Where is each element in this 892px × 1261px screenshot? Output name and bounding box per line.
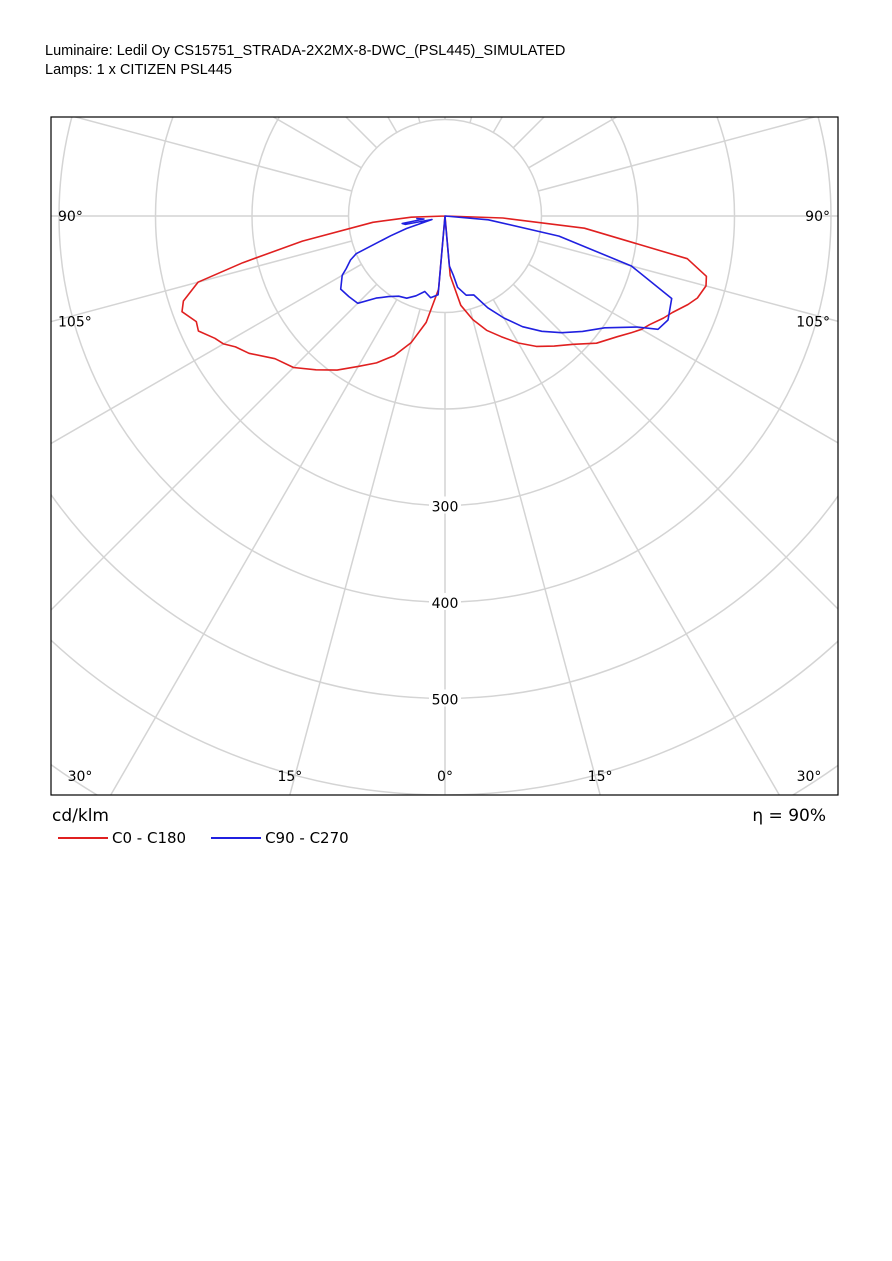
grid-spoke bbox=[512, 117, 546, 149]
grid-spoke bbox=[271, 117, 362, 169]
lamps-subtitle: Lamps: 1 x CITIZEN PSL445 bbox=[45, 62, 232, 78]
axis-labels: 105° 105° 90° 90° 30° 15° 0° 15° 30° 300 400 500 bbox=[58, 209, 830, 785]
legend-label-c90: C90 - C270 bbox=[265, 829, 349, 847]
grid-spoke bbox=[469, 117, 473, 123]
legend-label-c0: C0 - C180 bbox=[112, 829, 187, 847]
angle-label-bottom-0: 0° bbox=[437, 769, 453, 785]
legend-swatch-c90 bbox=[211, 837, 262, 839]
grid-spoke bbox=[469, 309, 601, 795]
grid-spoke bbox=[492, 117, 504, 133]
series-line-0 bbox=[181, 215, 708, 371]
grid-spoke bbox=[528, 263, 838, 444]
grid-spoke bbox=[109, 299, 398, 795]
angle-label-left: 90° bbox=[58, 209, 83, 225]
grid-spoke bbox=[51, 240, 352, 323]
legend-swatch-c0 bbox=[58, 837, 108, 839]
angle-label-bottom-15-left: 15° bbox=[277, 769, 302, 785]
intensity-curves bbox=[181, 215, 708, 371]
radial-label-bg bbox=[429, 496, 461, 514]
angle-label-bottom-15-right: 15° bbox=[588, 769, 613, 785]
angle-label-right: 90° bbox=[805, 209, 830, 225]
radial-label-bg bbox=[429, 689, 461, 707]
grid-spoke bbox=[538, 240, 838, 323]
plot-frame bbox=[50, 116, 839, 796]
grid-spoke bbox=[51, 263, 362, 445]
angle-label-bottom-30-left: 30° bbox=[68, 769, 93, 785]
angle-label-bottom-30-right: 30° bbox=[797, 769, 822, 785]
grid-spoke bbox=[51, 283, 378, 612]
legend: C0 - C180 C90 - C270 bbox=[58, 829, 374, 847]
luminaire-title: Luminaire: Ledil Oy CS15751_STRADA-2X2MX… bbox=[45, 43, 566, 59]
angle-label-left: 105° bbox=[58, 315, 92, 331]
grid-spoke bbox=[387, 117, 398, 133]
radial-tick-label-300: 300 bbox=[432, 500, 459, 516]
chart-header: Luminaire: Ledil Oy CS15751_STRADA-2X2MX… bbox=[45, 42, 565, 80]
radial-tick-label-400: 400 bbox=[432, 596, 459, 612]
series-line-1 bbox=[339, 215, 673, 334]
radial-tick-label-500: 500 bbox=[432, 693, 459, 709]
legend-item-c0: C0 - C180 bbox=[58, 829, 186, 847]
unit-label: cd/klm bbox=[52, 806, 109, 826]
grid-spoke bbox=[344, 117, 378, 149]
legend-item-c90: C90 - C270 bbox=[211, 829, 349, 847]
grid-spoke bbox=[417, 117, 421, 123]
grid-spoke bbox=[538, 117, 818, 192]
grid-spoke bbox=[512, 283, 838, 611]
grid-spoke bbox=[289, 309, 421, 795]
efficiency-label: η = 90% bbox=[752, 806, 826, 826]
radial-label-bg bbox=[429, 593, 461, 610]
polar-grid bbox=[51, 117, 838, 795]
angle-label-right: 105° bbox=[796, 315, 830, 331]
grid-spoke bbox=[492, 299, 781, 795]
grid-spoke bbox=[72, 117, 352, 192]
